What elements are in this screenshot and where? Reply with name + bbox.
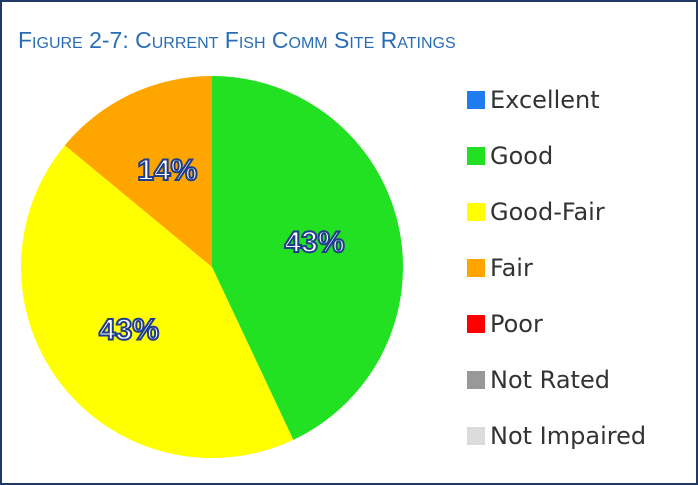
data-label: 43% [284,226,344,259]
legend-label: Fair [490,254,533,282]
data-label: 14% [137,154,197,187]
chart-title: Figure 2-7: Current Fish Comm Site Ratin… [18,27,456,53]
pie-slice [21,145,294,458]
legend-swatch [467,259,485,277]
legend-swatch [467,371,485,389]
legend-swatch [467,147,485,165]
legend-swatch [467,203,485,221]
legend-label: Poor [490,310,543,338]
pie-slice [212,76,403,440]
legend-swatch [467,427,485,445]
legend-label: Good [490,142,553,170]
legend-swatch [467,91,485,109]
legend-swatch [467,315,485,333]
legend-label: Good-Fair [490,198,605,226]
data-label: 43% [99,313,159,346]
legend-label: Not Rated [490,366,610,394]
pie-slice [64,76,212,267]
legend-label: Excellent [490,86,600,114]
legend-label: Not Impaired [490,422,646,450]
